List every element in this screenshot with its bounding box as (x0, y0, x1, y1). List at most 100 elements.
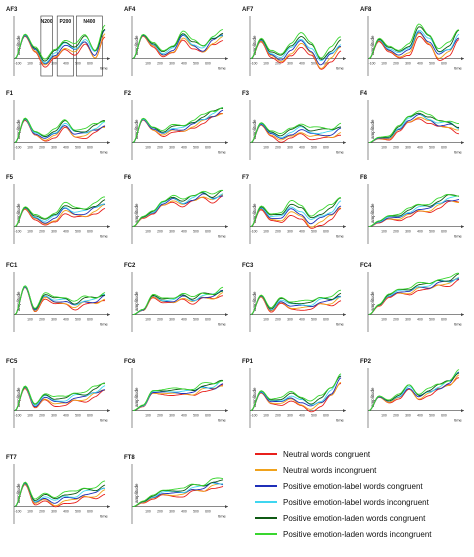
panel-f6: F6 amplitude 100 200 300 400 500 600 time (124, 175, 228, 244)
x-axis-label: time (336, 150, 344, 155)
x-tick-label: 100 (381, 318, 387, 322)
series-line (132, 477, 224, 508)
series-line (368, 114, 460, 144)
series-line (368, 369, 460, 411)
x-tick-label: 500 (311, 62, 317, 66)
series-line (132, 380, 224, 412)
x-tick-label: 200 (39, 230, 45, 234)
x-tick-label: 300 (169, 318, 175, 322)
panel-af4: AF4 amplitude 100 200 300 400 500 600 time (124, 7, 228, 76)
legend-swatch (255, 533, 277, 535)
series-line (14, 285, 106, 315)
x-tick-label: 500 (311, 230, 317, 234)
x-tick-label: 200 (393, 414, 399, 418)
x-tick-label: 400 (63, 146, 69, 150)
x-axis-arrow (343, 409, 346, 413)
series-line (368, 35, 460, 61)
legend-swatch (255, 485, 277, 487)
x-tick-label: 400 (417, 62, 423, 66)
window-label: P200 (60, 19, 72, 25)
legend-label: Positive emotion-label words incongruent (283, 497, 429, 507)
x-tick-label: 100 (145, 510, 151, 514)
x-tick-label: 200 (157, 414, 163, 418)
series-line (368, 273, 460, 316)
x-tick-label: 600 (205, 414, 211, 418)
y-axis-label: amplitude (370, 119, 375, 139)
x-axis-arrow (107, 313, 110, 317)
x-tick-label: 500 (311, 318, 317, 322)
series-line (132, 109, 224, 143)
panel-ft7: FT7 amplitude -100 100 200 300 400 500 600 time (6, 455, 110, 524)
x-tick-label: 200 (39, 146, 45, 150)
x-tick-label: 100 (381, 62, 387, 66)
window-box-n200 (40, 15, 53, 77)
x-axis-arrow (343, 141, 346, 145)
x-tick-label: 600 (323, 146, 329, 150)
series-line (250, 197, 342, 227)
x-tick-label: -100 (251, 414, 258, 418)
panel-fp2: FP2 amplitude 100 200 300 400 500 600 time (360, 359, 464, 428)
x-tick-label: 100 (263, 62, 269, 66)
x-tick-label: -100 (251, 230, 258, 234)
window-label: N400 (83, 19, 95, 25)
x-tick-label: 400 (417, 414, 423, 418)
x-axis-arrow (461, 57, 464, 61)
panel-f1: F1 amplitude -100 100 200 300 400 500 600 time (6, 91, 110, 160)
series-line (368, 276, 460, 316)
x-tick-label: 100 (27, 62, 33, 66)
x-tick-label: 300 (169, 230, 175, 234)
y-axis-label: amplitude (134, 483, 139, 503)
series-line (132, 379, 224, 412)
x-tick-label: 300 (405, 146, 411, 150)
x-tick-label: 600 (87, 414, 93, 418)
series-line (250, 41, 342, 70)
y-axis-label: amplitude (252, 203, 257, 223)
panel-title: FP1 (242, 359, 254, 365)
x-tick-label: -100 (15, 510, 22, 514)
x-tick-label: 400 (299, 414, 305, 418)
x-tick-label: 100 (27, 318, 33, 322)
panel-title: FT8 (124, 455, 135, 461)
x-tick-label: 600 (441, 414, 447, 418)
x-tick-label: 200 (39, 414, 45, 418)
series-line (14, 285, 106, 315)
legend-label: Neutral words incongruent (283, 465, 377, 475)
y-axis-label: amplitude (16, 35, 21, 55)
series-line (132, 479, 224, 508)
series-line (14, 196, 106, 227)
panel-title: FC4 (360, 263, 372, 269)
x-tick-label: 500 (311, 146, 317, 150)
x-tick-label: 500 (193, 230, 199, 234)
x-tick-label: -100 (251, 62, 258, 66)
x-tick-label: 400 (299, 230, 305, 234)
panel-f7: F7 amplitude -100 100 200 300 400 500 600 time (242, 175, 346, 244)
series-line (369, 200, 460, 228)
series-line (368, 116, 460, 144)
series-line (14, 117, 106, 143)
x-axis-label: time (100, 322, 108, 327)
x-tick-label: 600 (323, 318, 329, 322)
x-tick-label: 100 (381, 146, 387, 150)
y-axis-label: amplitude (16, 291, 21, 311)
x-tick-label: 500 (75, 318, 81, 322)
series-line (132, 107, 224, 143)
panel-title: F6 (124, 175, 132, 181)
panel-title: FC1 (6, 263, 18, 269)
x-axis-label: time (218, 514, 226, 519)
x-tick-label: 100 (263, 414, 269, 418)
x-tick-label: 500 (75, 414, 81, 418)
panel-title: FC6 (124, 359, 136, 365)
x-tick-label: 600 (87, 146, 93, 150)
x-tick-label: 400 (63, 230, 69, 234)
x-tick-label: 600 (205, 510, 211, 514)
series-line (250, 36, 342, 60)
series-line (368, 110, 460, 144)
x-tick-label: 600 (87, 230, 93, 234)
x-tick-label: 600 (323, 414, 329, 418)
x-tick-label: 100 (263, 146, 269, 150)
x-tick-label: 300 (405, 230, 411, 234)
panel-fc4: FC4 amplitude 100 200 300 400 500 600 time (360, 263, 464, 332)
x-tick-label: 600 (441, 146, 447, 150)
y-axis-label: amplitude (370, 35, 375, 55)
